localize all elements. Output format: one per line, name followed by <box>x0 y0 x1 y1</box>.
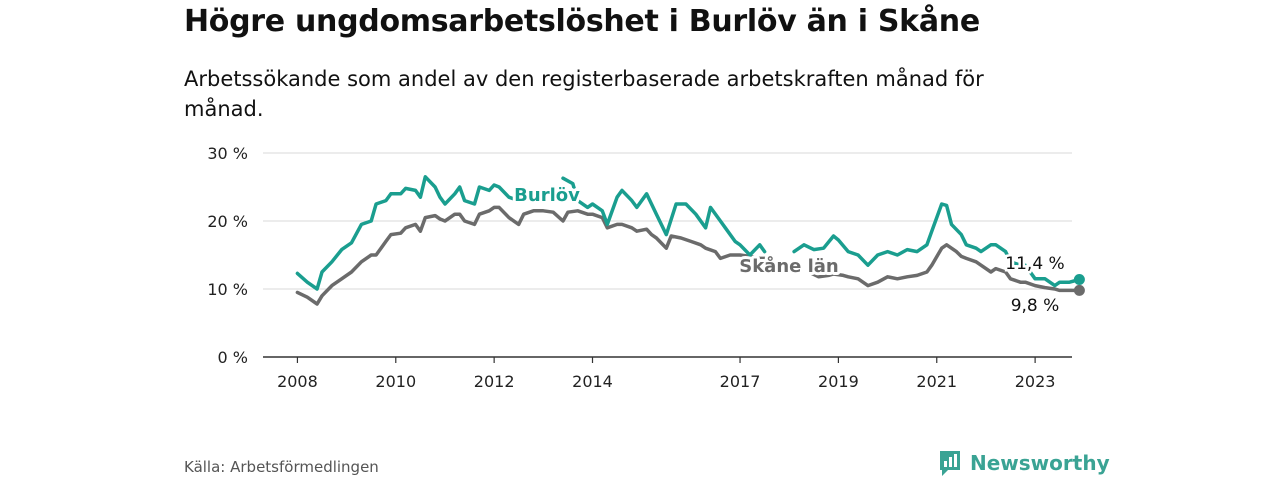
y-tick-label: 0 % <box>218 348 248 367</box>
y-tick-label: 20 % <box>207 212 248 231</box>
line-chart: 0 % 10 % 20 % 30 % 2008 2010 2012 2014 2017 2019 2… <box>207 144 1085 391</box>
series-label-burlov: Burlöv <box>514 185 580 206</box>
x-tick-label: 2019 <box>818 372 859 391</box>
series-line-skane <box>807 243 1082 293</box>
y-tick-label: 30 % <box>207 144 248 163</box>
series-line-skane <box>295 205 767 306</box>
series-line-burlov <box>295 175 521 291</box>
end-label-burlov: 11,4 % <box>1005 254 1064 274</box>
x-tick-label: 2014 <box>572 372 613 391</box>
x-tick-label: 2010 <box>375 372 416 391</box>
end-marker-skane <box>1073 284 1085 296</box>
brand-name: Newsworthy <box>970 451 1110 475</box>
newsworthy-icon <box>940 451 960 476</box>
x-tick-label: 2012 <box>474 372 515 391</box>
x-tick-label: 2021 <box>916 372 957 391</box>
end-marker-burlov <box>1073 273 1085 285</box>
series-line-burlov <box>561 176 767 257</box>
end-label-skane: 9,8 % <box>1011 296 1060 316</box>
x-tick-label: 2017 <box>720 372 761 391</box>
series-line-burlov <box>792 202 1082 288</box>
series-label-skane: Skåne län <box>739 255 839 277</box>
x-tick-label: 2023 <box>1015 372 1056 391</box>
y-tick-label: 10 % <box>207 280 248 299</box>
x-tick-label: 2008 <box>277 372 318 391</box>
source-note: Källa: Arbetsförmedlingen <box>184 458 379 476</box>
chart-subtitle: Arbetssökande som andel av den registerb… <box>184 67 984 121</box>
newsworthy-logo: Newsworthy <box>938 449 1110 477</box>
chart-title: Högre ungdomsarbetslöshet i Burlöv än i … <box>184 4 980 39</box>
